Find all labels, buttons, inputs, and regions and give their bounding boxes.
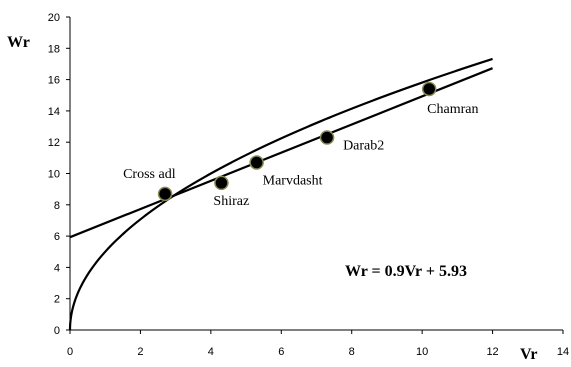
y-tick-label-7: 14 <box>48 106 60 118</box>
x-tick-label-6: 12 <box>486 346 498 358</box>
y-ticks: 0 2 4 6 8 10 12 14 16 18 20 <box>48 12 70 337</box>
linear-fit-line <box>69 67 493 239</box>
data-point-1 <box>214 175 229 191</box>
regression-equation: Wr = 0.9Vr + 5.93 <box>345 263 467 280</box>
data-points: Cross adl Shiraz Marvdasht Darab2 Chamran <box>123 81 479 209</box>
x-tick-label-2: 4 <box>208 346 214 358</box>
x-tick-label-7: 14 <box>557 346 569 358</box>
x-axis-label: Vr <box>520 346 537 363</box>
data-point-label-4: Chamran <box>427 102 478 117</box>
data-point-label-0: Cross adl <box>123 167 176 182</box>
y-tick-label-8: 16 <box>48 75 60 87</box>
x-tick-label-4: 8 <box>349 346 355 358</box>
data-point-4 <box>421 81 437 97</box>
data-point-3 <box>319 130 335 145</box>
data-point-label-3: Darab2 <box>343 139 384 154</box>
x-tick-label-5: 10 <box>416 346 428 358</box>
x-tick-label-1: 2 <box>137 346 143 358</box>
y-tick-label-1: 2 <box>54 294 60 306</box>
y-tick-label-5: 10 <box>48 169 60 181</box>
y-tick-label-4: 8 <box>54 200 60 212</box>
y-tick-label-6: 12 <box>48 137 60 149</box>
series <box>68 57 493 331</box>
x-tick-label-0: 0 <box>67 346 73 358</box>
x-ticks: 0 2 4 6 8 10 12 14 <box>67 330 569 358</box>
y-tick-label-9: 18 <box>48 43 60 55</box>
x-tick-label-3: 6 <box>278 346 284 358</box>
data-point-label-2: Marvdasht <box>263 174 323 189</box>
y-tick-label-2: 4 <box>54 262 60 274</box>
y-tick-label-3: 6 <box>54 231 60 243</box>
data-point-2 <box>249 155 264 170</box>
data-point-0 <box>157 186 173 202</box>
y-axis-label: Wr <box>7 34 30 51</box>
power-curve <box>68 57 493 331</box>
y-tick-label-10: 20 <box>48 12 60 24</box>
y-tick-label-0: 0 <box>54 325 60 337</box>
data-point-label-1: Shiraz <box>213 194 249 209</box>
